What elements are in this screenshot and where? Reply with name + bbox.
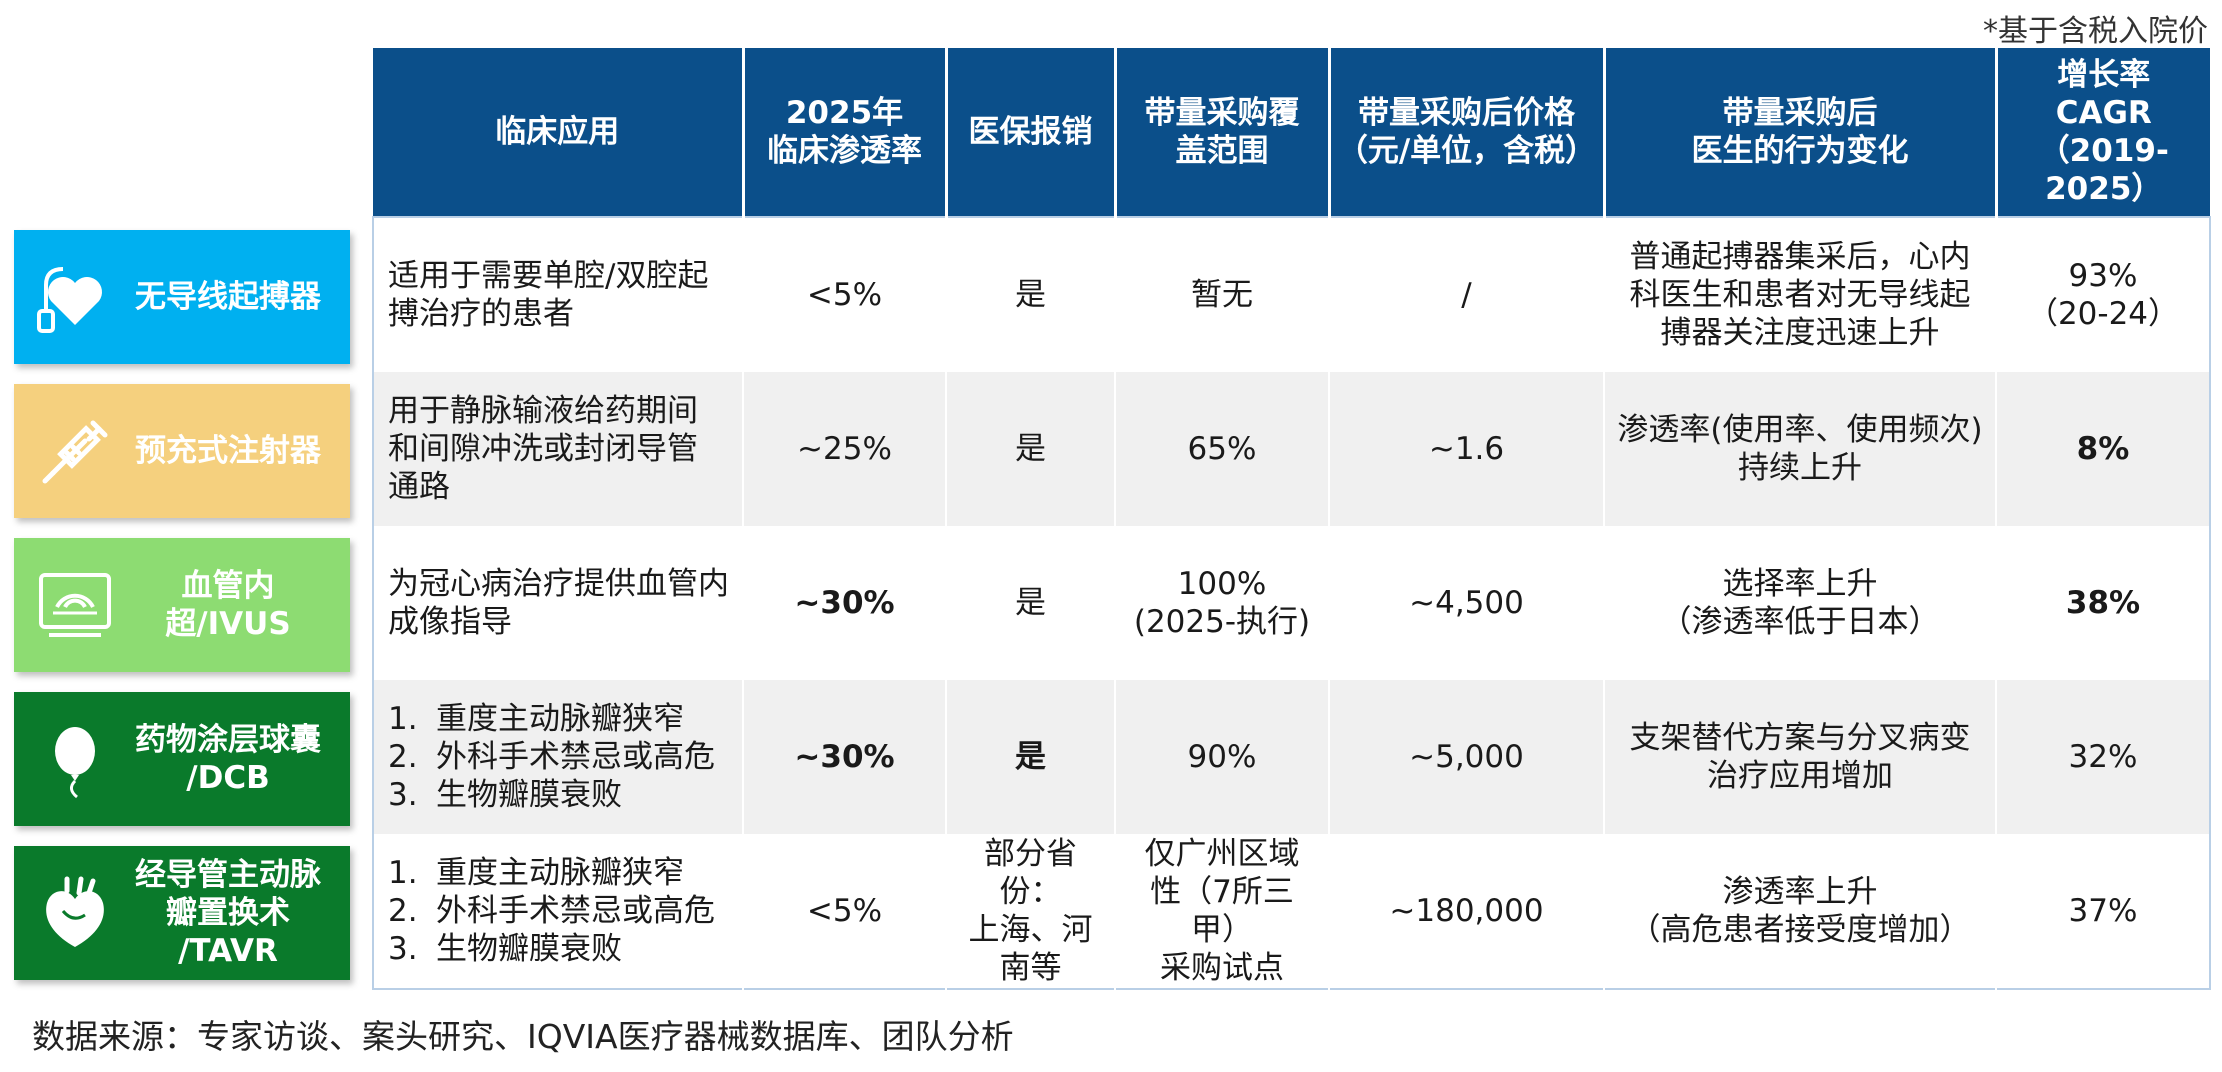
vbp-price-cell: ~180,000 xyxy=(1329,834,1605,989)
leadless-pacemaker-icon xyxy=(30,252,120,342)
header-vbp-coverage: 带量采购覆 盖范围 xyxy=(1115,48,1331,217)
label-text: 药物涂层球囊 /DCB xyxy=(135,722,321,796)
list-item: 1. 重度主动脉瓣狭窄 xyxy=(388,701,684,737)
vbp-coverage-cell: 100% (2025-执行) xyxy=(1115,526,1330,680)
label-text: 血管内超/IVUS xyxy=(165,568,291,642)
vbp-coverage-cell: 65% xyxy=(1115,372,1330,526)
tax-note: *基于含税入院价 xyxy=(1983,14,2208,49)
application-cell: 适用于需要单腔/双腔起 搏治疗的患者 xyxy=(373,217,744,372)
reimbursement-cell: 部分省份： 上海、河 南等 xyxy=(946,834,1116,989)
vbp-price-cell: ~4,500 xyxy=(1329,526,1605,680)
reimbursement-cell: 是 xyxy=(946,526,1116,680)
list-item: 2. 外科手术禁忌或高危 xyxy=(388,739,715,775)
penetration-cell: <5% xyxy=(743,834,947,989)
table-row: 1. 重度主动脉瓣狭窄 2. 外科手术禁忌或高危 3. 生物瓣膜衰败 <5% 部分省份… xyxy=(373,834,2210,989)
behavior-cell: 支架替代方案与分叉病变 治疗应用增加 xyxy=(1604,680,1997,834)
penetration-cell: <5% xyxy=(743,217,947,372)
application-cell: 1. 重度主动脉瓣狭窄 2. 外科手术禁忌或高危 3. 生物瓣膜衰败 xyxy=(373,680,744,834)
list-item: 1. 重度主动脉瓣狭窄 xyxy=(388,855,684,891)
vbp-price-cell: ~1.6 xyxy=(1329,372,1605,526)
data-source-note: 数据来源：专家访谈、案头研究、IQVIA医疗器械数据库、团队分析 xyxy=(32,1017,1014,1056)
vbp-price-cell: / xyxy=(1329,217,1605,372)
reimbursement-cell: 是 xyxy=(946,680,1116,834)
behavior-cell: 选择率上升 （渗透率低于日本） xyxy=(1604,526,1997,680)
application-cell: 为冠心病治疗提供血管内 成像指导 xyxy=(373,526,744,680)
label-ivus: 血管内超/IVUS xyxy=(14,538,350,672)
behavior-cell: 渗透率(使用率、使用频次) 持续上升 xyxy=(1604,372,1997,526)
cagr-cell: 93% （20-24） xyxy=(1996,217,2210,372)
label-tavr: 经导管主动脉 瓣置换术 /TAVR xyxy=(14,846,350,980)
syringe-icon xyxy=(30,406,120,496)
application-list: 1. 重度主动脉瓣狭窄 2. 外科手术禁忌或高危 3. 生物瓣膜衰败 xyxy=(388,854,732,968)
table-header-row: 临床应用 2025年 临床渗透率 医保报销 带量采购覆 盖范围 带量采购后价格 … xyxy=(373,48,2210,217)
label-text: 预充式注射器 xyxy=(135,433,321,469)
application-cell: 1. 重度主动脉瓣狭窄 2. 外科手术禁忌或高危 3. 生物瓣膜衰败 xyxy=(373,834,744,989)
balloon-icon xyxy=(30,714,120,804)
label-prefilled-syringe: 预充式注射器 xyxy=(14,384,350,518)
vbp-price-cell: ~5,000 xyxy=(1329,680,1605,834)
behavior-cell: 普通起搏器集采后，心内 科医生和患者对无导线起 搏器关注度迅速上升 xyxy=(1604,217,1997,372)
label-leadless-pacemaker: 无导线起搏器 xyxy=(14,230,350,364)
header-penetration: 2025年 临床渗透率 xyxy=(743,48,948,217)
device-comparison-table: 临床应用 2025年 临床渗透率 医保报销 带量采购覆 盖范围 带量采购后价格 … xyxy=(372,48,2211,990)
cagr-cell: 38% xyxy=(1996,526,2210,680)
list-item: 3. 生物瓣膜衰败 xyxy=(388,777,622,813)
vbp-coverage-cell: 暂无 xyxy=(1115,217,1330,372)
header-cagr: 增长率 CAGR （2019- 2025） xyxy=(1996,48,2210,217)
heart-icon xyxy=(30,868,120,958)
label-text: 无导线起搏器 xyxy=(135,279,321,315)
behavior-cell: 渗透率上升 （高危患者接受度增加） xyxy=(1604,834,1997,989)
header-doctor-behavior: 带量采购后 医生的行为变化 xyxy=(1604,48,1998,217)
list-item: 2. 外科手术禁忌或高危 xyxy=(388,893,715,929)
table-row: 1. 重度主动脉瓣狭窄 2. 外科手术禁忌或高危 3. 生物瓣膜衰败 ~30% 是 9… xyxy=(373,680,2210,834)
cagr-cell: 8% xyxy=(1996,372,2210,526)
reimbursement-cell: 是 xyxy=(946,372,1116,526)
table-row: 为冠心病治疗提供血管内 成像指导 ~30% 是 100% (2025-执行) ~… xyxy=(373,526,2210,680)
header-clinical-application: 临床应用 xyxy=(373,48,745,217)
vbp-coverage-cell: 仅广州区域 性（7所三甲） 采购试点 xyxy=(1115,834,1330,989)
vbp-coverage-cell: 90% xyxy=(1115,680,1330,834)
label-text: 经导管主动脉 瓣置换术 /TAVR xyxy=(135,857,321,969)
label-dcb: 药物涂层球囊 /DCB xyxy=(14,692,350,826)
penetration-cell: ~30% xyxy=(743,680,947,834)
reimbursement-cell: 是 xyxy=(946,217,1116,372)
cagr-cell: 32% xyxy=(1996,680,2210,834)
application-cell: 用于静脉输液给药期间 和间隙冲洗或封闭导管 通路 xyxy=(373,372,744,526)
header-reimbursement: 医保报销 xyxy=(946,48,1117,217)
penetration-cell: ~30% xyxy=(743,526,947,680)
list-item: 3. 生物瓣膜衰败 xyxy=(388,931,622,967)
table-row: 用于静脉输液给药期间 和间隙冲洗或封闭导管 通路 ~25% 是 65% ~1.6… xyxy=(373,372,2210,526)
application-list: 1. 重度主动脉瓣狭窄 2. 外科手术禁忌或高危 3. 生物瓣膜衰败 xyxy=(388,700,732,814)
table-row: 适用于需要单腔/双腔起 搏治疗的患者 <5% 是 暂无 / 普通起搏器集采后，心… xyxy=(373,217,2210,372)
cagr-cell: 37% xyxy=(1996,834,2210,989)
penetration-cell: ~25% xyxy=(743,372,947,526)
header-vbp-price: 带量采购后价格 （元/单位，含税） xyxy=(1329,48,1606,217)
ultrasound-monitor-icon xyxy=(30,560,120,650)
